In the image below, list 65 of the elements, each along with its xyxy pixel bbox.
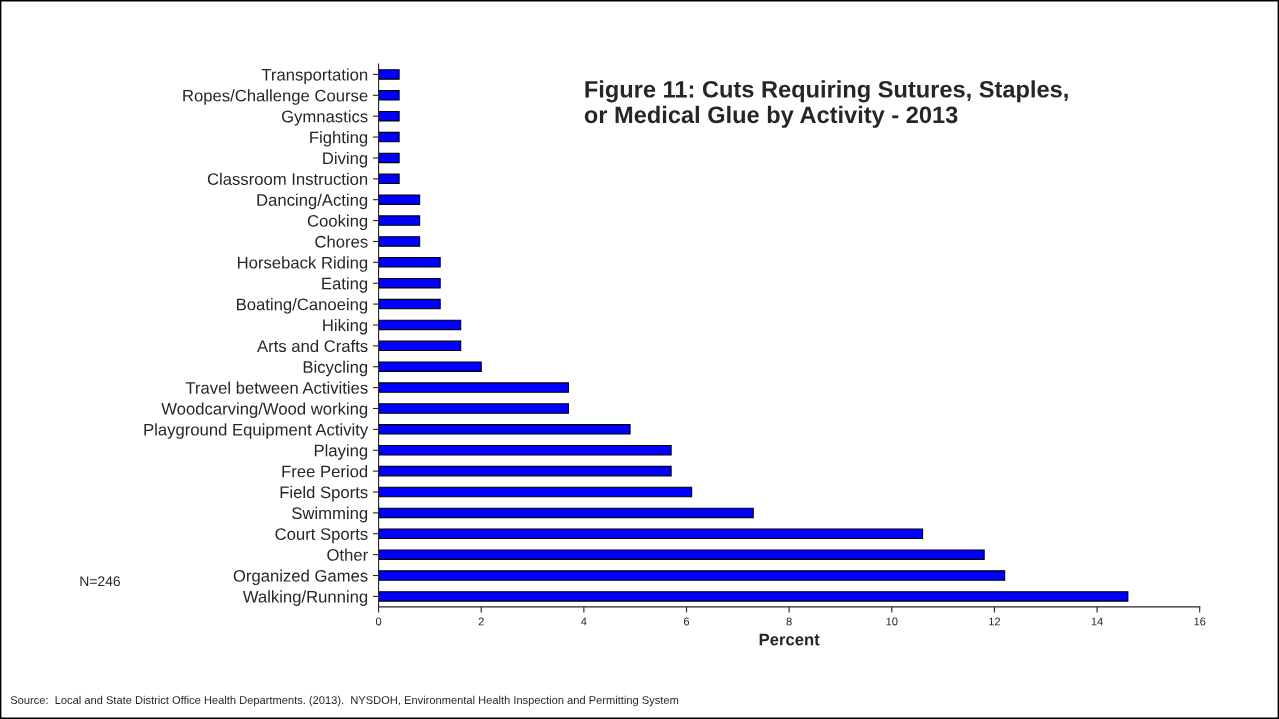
bar xyxy=(378,110,400,122)
bar xyxy=(378,340,462,352)
y-tick-label: Fighting xyxy=(310,131,368,147)
bar xyxy=(378,507,754,519)
y-tick-label: Woodcarving/Wood working xyxy=(161,402,368,418)
y-tick-label: Ropes/Challenge Course xyxy=(183,89,368,105)
y-tick-label: Transportation xyxy=(261,68,368,84)
y-tick-label: Gymnastics xyxy=(281,110,368,126)
y-tick-label: Free Period xyxy=(282,465,368,478)
y-tick-label: Playing xyxy=(314,444,368,460)
x-axis-title: Percent xyxy=(759,633,820,646)
y-tick-label: Walking/Running xyxy=(242,590,368,606)
y-tick-label: Court Sports xyxy=(275,528,368,544)
x-tick-label: 8 xyxy=(786,617,792,626)
y-tick-label: Dancing/Acting xyxy=(257,193,368,210)
bar xyxy=(378,131,400,143)
bar xyxy=(378,549,985,560)
bar xyxy=(378,277,441,289)
y-tick-label: Arts and Crafts xyxy=(257,339,368,353)
y-tick-label: Boating/Canoeing xyxy=(237,298,368,314)
bar xyxy=(378,90,400,101)
text: N=246 xyxy=(80,576,120,587)
bar xyxy=(378,236,421,247)
x-tick-label: 10 xyxy=(886,617,898,626)
y-tick-label: Classroom Instruction xyxy=(207,172,368,186)
x-tick-label: 6 xyxy=(683,617,690,626)
bar xyxy=(378,570,1006,581)
y-tick-label: Bicycling xyxy=(303,360,368,377)
x-tick-label: 4 xyxy=(581,617,587,626)
y-tick-label: Chores xyxy=(315,235,368,248)
source-note: Source: Local and State District Office Health Departments. (2013). NYSDOH, Environmental Health Inspection and Permitting System xyxy=(10,695,679,707)
bar xyxy=(378,194,421,205)
y-tick-label: Diving xyxy=(323,151,368,168)
bar xyxy=(378,257,441,268)
y-tick-label: Horseback Riding xyxy=(238,256,368,272)
bar xyxy=(378,298,441,310)
bar xyxy=(378,424,631,435)
bar xyxy=(378,361,482,372)
bar xyxy=(378,486,693,498)
x-tick-label: 2 xyxy=(478,617,484,626)
text: Figure 11: Cuts Requiring Sutures, Staples, or Medical Glue by Activity - 2013 xyxy=(584,80,1068,128)
y-tick-label: Field Sports xyxy=(280,485,368,502)
x-tick-label: 14 xyxy=(1091,617,1103,626)
bar xyxy=(378,152,400,164)
y-tick-label: Travel between Activities xyxy=(185,381,368,394)
bar xyxy=(378,403,570,414)
y-tick-label: Playground Equipment Activity xyxy=(144,423,369,439)
x-tick-label: 16 xyxy=(1194,617,1206,626)
y-tick-label: Organized Games xyxy=(233,569,368,586)
y-tick-label: Cooking xyxy=(307,214,368,231)
bar xyxy=(378,173,400,185)
x-tick-label: 12 xyxy=(989,617,1001,626)
bar xyxy=(378,69,400,80)
y-tick-label: Swimming xyxy=(292,506,368,523)
bar xyxy=(378,444,672,456)
bar xyxy=(378,591,1129,602)
bar xyxy=(378,382,570,393)
y-tick-label: Other xyxy=(327,548,368,561)
y-tick-label: Eating xyxy=(322,277,368,293)
x-tick-label: 0 xyxy=(375,617,382,626)
bar xyxy=(378,215,421,226)
y-tick-label: Hiking xyxy=(323,318,368,335)
bar xyxy=(378,319,462,331)
bar xyxy=(378,528,924,540)
bar xyxy=(378,465,672,477)
